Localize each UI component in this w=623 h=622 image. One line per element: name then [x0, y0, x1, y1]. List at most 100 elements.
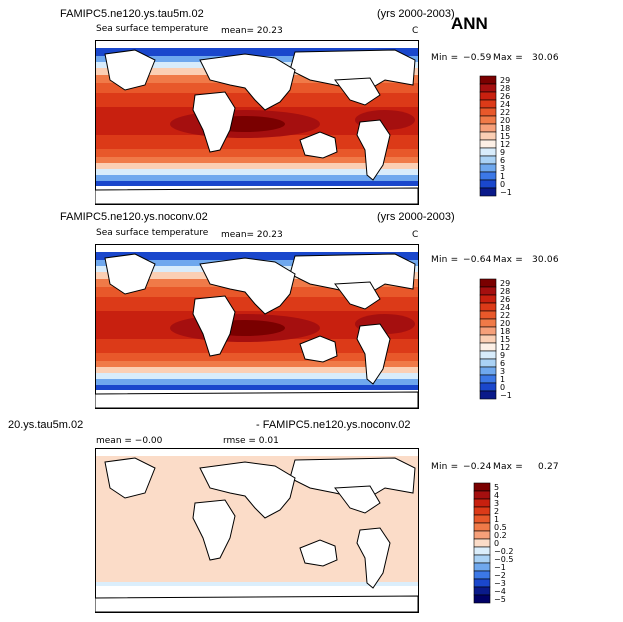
colorbar-label: 22	[500, 108, 510, 117]
colorbar-label: 20	[500, 116, 510, 125]
colorbar-label: 24	[500, 100, 510, 109]
colorbar-swatch	[479, 131, 497, 141]
max-value: 0.27	[538, 462, 559, 472]
colorbar-label: −0.5	[494, 555, 513, 564]
colorbar-label: −4	[494, 587, 506, 596]
mean-text: mean = −0.00	[96, 436, 163, 446]
years-label: (yrs 2000-2003)	[377, 211, 455, 223]
case-title: FAMIPC5.ne120.ys.tau5m.02	[60, 8, 204, 20]
colorbar-swatch	[479, 342, 497, 352]
colorbar-label: −5	[494, 595, 506, 604]
colorbar-label: 6	[500, 156, 505, 165]
season-label: ANN	[451, 14, 488, 33]
max-label: Max =	[493, 53, 524, 63]
sst-map	[95, 40, 419, 205]
colorbar-swatch	[479, 147, 497, 157]
colorbar-swatch	[479, 155, 497, 165]
colorbar-label: 0	[500, 180, 505, 189]
colorbar-swatch	[479, 318, 497, 328]
mean-text: mean= 20.23	[221, 230, 283, 240]
colorbar-label: 26	[500, 295, 510, 304]
colorbar-swatch	[479, 294, 497, 304]
colorbar-label: 1	[500, 375, 505, 384]
colorbar-swatch	[473, 554, 491, 564]
colorbar-label: 12	[500, 140, 510, 149]
colorbar-swatch	[479, 139, 497, 149]
colorbar-swatch	[473, 498, 491, 508]
colorbar-label: 15	[500, 132, 510, 141]
min-value: −0.64	[463, 255, 492, 265]
colorbar-swatch	[473, 506, 491, 516]
colorbar-label: −1	[494, 563, 506, 572]
case-title: 20.ys.tau5m.02	[8, 419, 84, 431]
colorbar-swatch	[479, 326, 497, 336]
colorbar-label: 18	[500, 124, 510, 133]
colorbar-swatch	[473, 482, 491, 492]
colorbar-swatch	[479, 115, 497, 125]
units-label: C	[412, 230, 419, 240]
colorbar-label: 9	[500, 351, 505, 360]
colorbar-swatch	[473, 570, 491, 580]
difference-map	[95, 448, 419, 613]
colorbar-swatch	[473, 586, 491, 596]
colorbar-swatch	[479, 163, 497, 173]
colorbar-swatch	[479, 179, 497, 189]
case-title: FAMIPC5.ne120.ys.noconv.02	[60, 211, 208, 223]
colorbar-swatch	[479, 107, 497, 117]
colorbar-label: 3	[494, 499, 499, 508]
colorbar-label: 1	[500, 172, 505, 181]
colorbar-label: 2	[494, 507, 499, 516]
colorbar-swatch	[473, 562, 491, 572]
max-value: 30.06	[532, 255, 559, 265]
colorbar-swatch	[479, 350, 497, 360]
colorbar-label: 15	[500, 335, 510, 344]
colorbar-label: 26	[500, 92, 510, 101]
colorbar-label: 0.5	[494, 523, 507, 532]
max-label: Max =	[493, 255, 524, 265]
colorbar-label: 28	[500, 287, 510, 296]
colorbar-swatch	[479, 302, 497, 312]
colorbar-label: 29	[500, 76, 510, 85]
years-label: - FAMIPC5.ne120.ys.noconv.02	[256, 419, 411, 431]
colorbar-label: 5	[494, 483, 499, 492]
colorbar-swatch	[479, 334, 497, 344]
colorbar-swatch	[479, 366, 497, 376]
colorbar-swatch	[479, 358, 497, 368]
colorbar-swatch	[479, 75, 497, 85]
colorbar-swatch	[473, 522, 491, 532]
colorbar-label: 22	[500, 311, 510, 320]
colorbar-swatch	[479, 390, 497, 400]
min-label: Min =	[431, 53, 459, 63]
colorbar-label: 6	[500, 359, 505, 368]
colorbar-label: 28	[500, 84, 510, 93]
min-value: −0.24	[463, 462, 492, 472]
colorbar-swatch	[473, 594, 491, 604]
colorbar-label: −0.2	[494, 547, 513, 556]
colorbar-label: 12	[500, 343, 510, 352]
colorbar-swatch	[473, 538, 491, 548]
colorbar-label: 9	[500, 148, 505, 157]
colorbar-swatch	[479, 123, 497, 133]
colorbar-swatch	[479, 83, 497, 93]
units-label: C	[412, 26, 419, 36]
colorbar-label: 0	[500, 383, 505, 392]
colorbar-label: −1	[500, 391, 512, 400]
colorbar-label: 3	[500, 367, 505, 376]
colorbar-swatch	[473, 578, 491, 588]
max-value: 30.06	[532, 53, 559, 63]
colorbar-swatch	[479, 171, 497, 181]
colorbar-label: 29	[500, 279, 510, 288]
colorbar-label: 3	[500, 164, 505, 173]
colorbar-label: −2	[494, 571, 506, 580]
max-label: Max =	[493, 462, 524, 472]
mean-text: mean= 20.23	[221, 26, 283, 36]
colorbar-swatch	[479, 91, 497, 101]
colorbar-swatch	[473, 530, 491, 540]
min-label: Min =	[431, 462, 459, 472]
colorbar-swatch	[479, 99, 497, 109]
colorbar-swatch	[473, 490, 491, 500]
colorbar-swatch	[479, 286, 497, 296]
